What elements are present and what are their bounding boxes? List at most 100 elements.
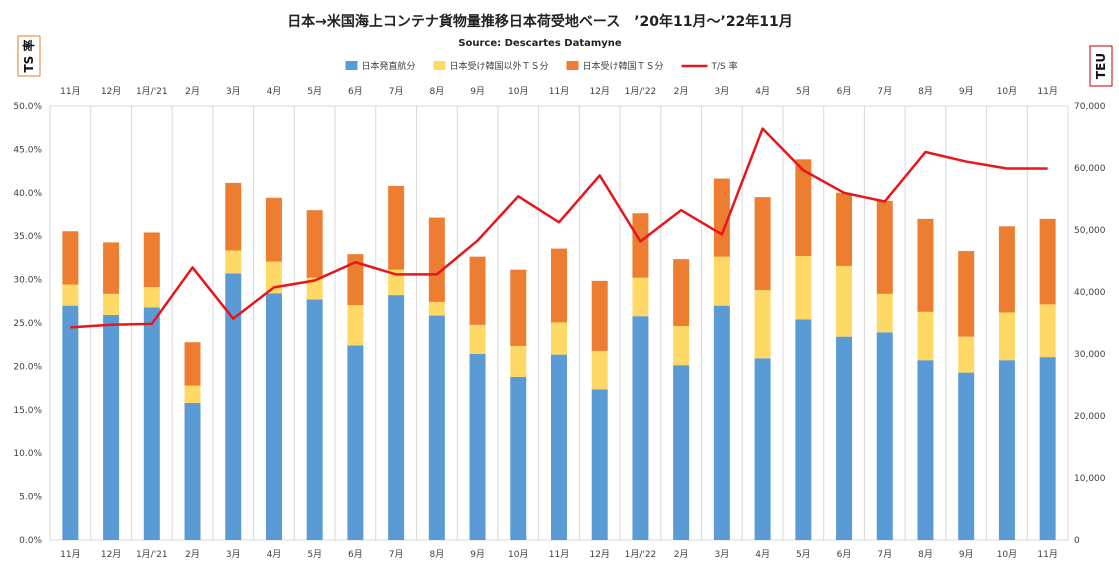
bar-segment-2 (428, 301, 445, 316)
category-label-bottom: 6月 (837, 549, 852, 560)
bar-segment-2 (998, 312, 1015, 361)
category-label-top: 11月 (1037, 86, 1057, 97)
left-tick-label: 50.0% (13, 102, 42, 112)
bar-segment-1 (754, 358, 771, 540)
category-label-top: 6月 (348, 86, 363, 97)
bar-segment-1 (632, 316, 649, 540)
bar-segment-3 (510, 269, 527, 346)
bar-segment-3 (469, 256, 486, 325)
bar-segment-2 (754, 290, 771, 359)
bar-segment-1 (917, 360, 934, 540)
bar-segment-3 (428, 217, 445, 302)
right-tick-label: 40,000 (1074, 288, 1106, 298)
legend-swatch (566, 61, 579, 70)
right-axis: 0 10,000 20,000 30,000 40,000 50,000 60,000 70,… (1074, 102, 1106, 546)
bar-segment-3 (591, 280, 608, 351)
left-axis: 0.0% 5.0% 10.0% 15.0% 20.0% 25.0% 30.0% 35.0% 40… (13, 102, 42, 546)
legend-swatch (433, 61, 446, 70)
top-category-labels: 11月 12月 1月/'21 2月 3月 4月 5月 6月 7月 8月 9月 10月 11月 12月 1月/… (60, 86, 1058, 97)
bar-segment-3 (143, 232, 160, 288)
left-axis-label-box: TS 率 (17, 35, 41, 77)
category-label-top: 2月 (185, 86, 200, 97)
bar-segment-2 (103, 293, 120, 315)
bar-segment-1 (103, 314, 120, 540)
left-tick-label: 5.0% (19, 493, 42, 503)
bar-segment-2 (673, 326, 690, 366)
category-label-top: 12月 (101, 86, 121, 97)
category-label-bottom: 3月 (226, 549, 241, 560)
bar-segment-3 (551, 248, 567, 323)
bar-segment-2 (795, 256, 812, 320)
category-label-top: 8月 (429, 86, 444, 97)
bars (62, 159, 1056, 540)
category-label-bottom: 2月 (674, 549, 689, 560)
bar-segment-2 (551, 322, 567, 355)
category-label-top: 10月 (508, 86, 528, 97)
category-label-bottom: 11月 (1037, 549, 1057, 560)
bar-segment-1 (388, 295, 405, 540)
bar-segment-2 (469, 324, 486, 354)
right-axis-label-box: TEU (1089, 45, 1113, 87)
ts-rate-line (70, 127, 1048, 329)
category-label-bottom: 11月 (549, 549, 569, 560)
bar-segment-3 (876, 200, 893, 294)
bar-segment-3 (836, 192, 853, 266)
category-label-bottom: 10月 (997, 549, 1017, 560)
category-label-top: 1月/'21 (136, 86, 168, 97)
category-label-top: 11月 (60, 86, 80, 97)
category-label-bottom: 5月 (796, 549, 811, 560)
bar-segment-2 (388, 269, 405, 296)
category-label-top: 9月 (959, 86, 974, 97)
bar-segment-2 (347, 305, 364, 346)
bar-segment-2 (143, 287, 160, 308)
category-label-top: 2月 (674, 86, 689, 97)
category-label-top: 5月 (307, 86, 322, 97)
bar-segment-1 (265, 293, 282, 540)
bar-segment-3 (225, 182, 242, 251)
bar-segment-1 (428, 315, 445, 540)
bar-segment-1 (958, 372, 975, 540)
category-label-top: 3月 (226, 86, 241, 97)
category-label-bottom: 5月 (307, 549, 322, 560)
category-label-bottom: 8月 (918, 549, 933, 560)
left-tick-label: 25.0% (13, 319, 42, 329)
bar-segment-2 (1039, 304, 1056, 358)
legend-item: T/S 率 (681, 60, 738, 72)
bar-segment-2 (225, 250, 242, 274)
left-tick-label: 10.0% (13, 449, 42, 459)
category-label-top: 1月/'22 (625, 86, 657, 97)
category-label-bottom: 10月 (508, 549, 528, 560)
right-axis-label: TEU (1094, 53, 1108, 79)
left-tick-label: 15.0% (13, 406, 42, 416)
right-tick-label: 70,000 (1074, 102, 1106, 112)
category-label-bottom: 1月/'22 (625, 549, 657, 560)
category-label-bottom: 9月 (470, 549, 485, 560)
left-tick-label: 45.0% (13, 145, 42, 155)
bar-segment-1 (713, 305, 730, 540)
category-label-top: 7月 (877, 86, 892, 97)
right-tick-label: 30,000 (1074, 350, 1106, 360)
left-tick-label: 40.0% (13, 189, 42, 199)
bar-segment-2 (917, 311, 934, 361)
legend-label: T/S 率 (711, 60, 738, 72)
bar-segment-1 (62, 305, 79, 540)
category-label-top: 9月 (470, 86, 485, 97)
category-label-top: 6月 (837, 86, 852, 97)
bar-segment-1 (551, 354, 567, 540)
bar-segment-3 (713, 178, 730, 257)
bar-segment-2 (265, 261, 282, 294)
left-tick-label: 35.0% (13, 232, 42, 242)
left-tick-label: 20.0% (13, 362, 42, 372)
category-label-bottom: 12月 (589, 549, 609, 560)
bar-segment-2 (510, 345, 527, 377)
bar-segment-1 (836, 336, 853, 540)
bar-segment-3 (184, 342, 201, 386)
category-label-top: 4月 (755, 86, 770, 97)
left-axis-label: TS 率 (21, 39, 36, 72)
bar-segment-2 (632, 277, 649, 317)
bar-segment-2 (62, 284, 79, 306)
bar-segment-1 (591, 389, 608, 540)
bar-segment-1 (184, 402, 201, 540)
category-label-bottom: 3月 (715, 549, 730, 560)
